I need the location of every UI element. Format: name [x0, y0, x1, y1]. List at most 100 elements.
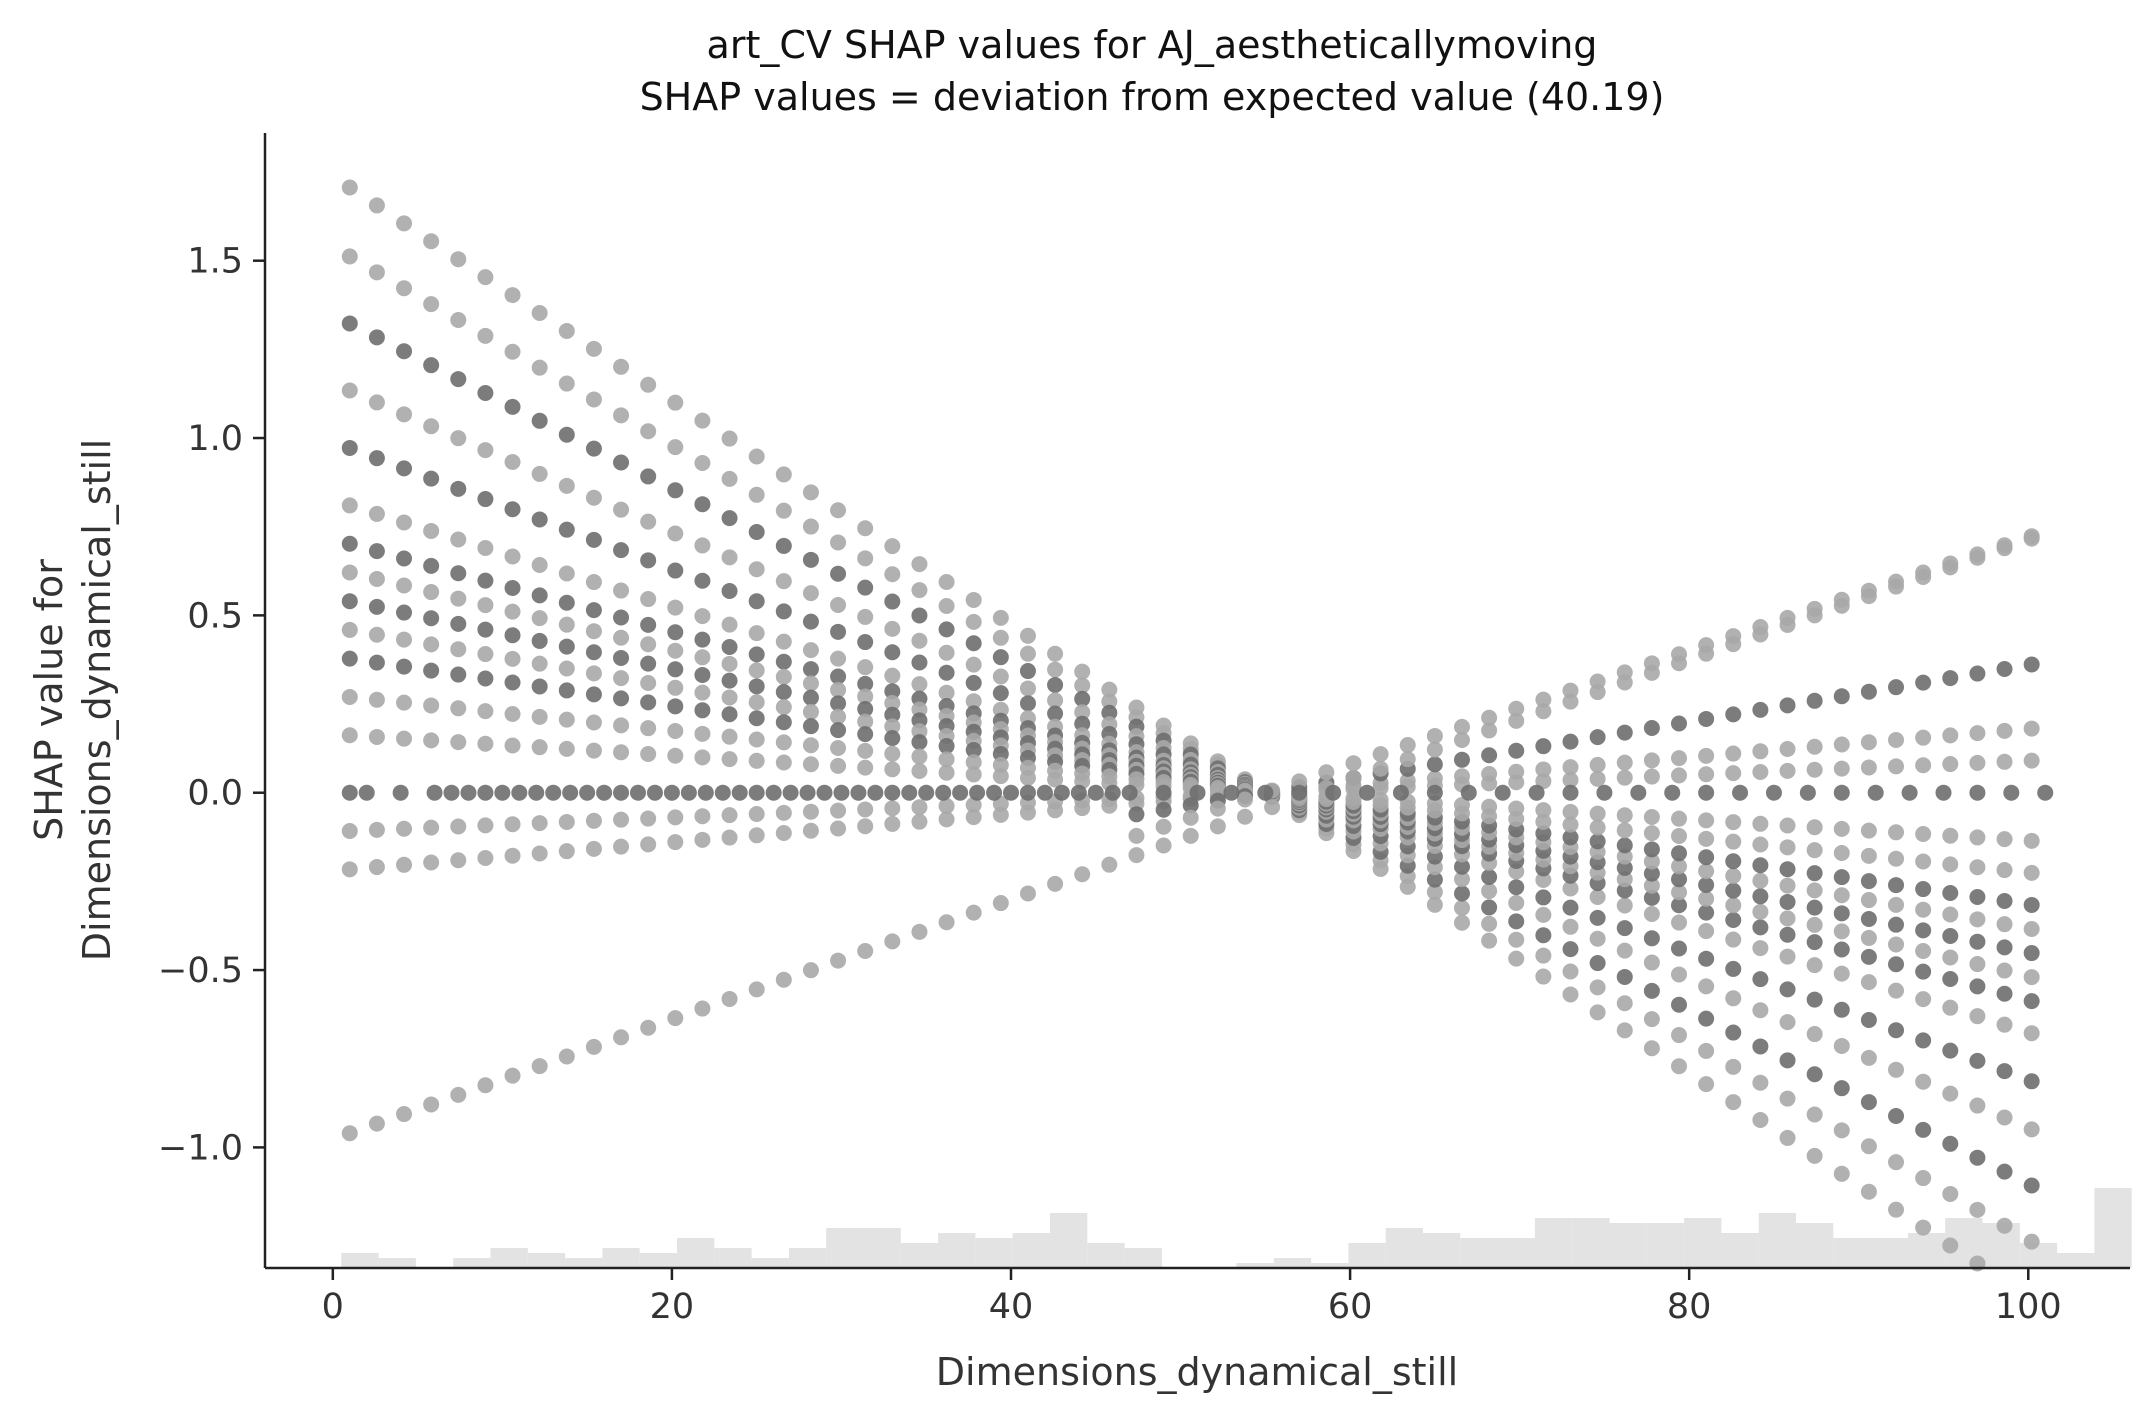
shap-point — [1860, 588, 1877, 605]
shap-point — [1833, 1080, 1850, 1097]
shap-point — [1481, 798, 1498, 815]
shap-point — [1101, 856, 1118, 873]
shap-point — [1833, 784, 1850, 801]
shap-point — [558, 813, 575, 830]
shap-point — [423, 296, 440, 313]
shap-point — [1535, 825, 1552, 842]
shap-point — [423, 418, 440, 435]
shap-point — [1698, 784, 1715, 801]
histogram-bar — [1273, 1258, 1312, 1268]
shap-point — [531, 1058, 548, 1075]
shap-point — [1616, 920, 1633, 937]
shap-point — [748, 524, 765, 541]
shap-point — [667, 394, 684, 411]
shap-point — [867, 784, 884, 801]
shap-point — [965, 674, 982, 691]
shap-point — [1562, 941, 1579, 958]
y-axis-ticks: −1.0 −0.5 0.0 0.5 1.0 1.5 — [158, 242, 265, 1168]
shap-point — [1725, 1094, 1742, 1111]
shap-point — [1915, 991, 1932, 1008]
shap-point — [857, 818, 874, 835]
shap-point — [830, 668, 847, 685]
shap-point — [694, 725, 711, 742]
shap-point — [1508, 931, 1525, 948]
shap-point — [423, 636, 440, 653]
shap-point — [938, 621, 955, 638]
shap-point — [1860, 948, 1877, 965]
shap-point — [477, 621, 494, 638]
shap-point — [1996, 985, 2013, 1002]
shap-point — [504, 454, 521, 471]
histogram-bar — [1087, 1243, 1125, 1268]
shap-point — [396, 514, 413, 531]
shap-point — [558, 616, 575, 633]
shap-point — [1996, 1063, 2013, 1080]
shap-point — [1915, 729, 1932, 746]
histogram-bar — [863, 1228, 901, 1268]
shap-point — [1752, 857, 1769, 874]
shap-point — [1155, 837, 1172, 854]
shap-point — [1806, 1147, 1823, 1164]
shap-point — [504, 705, 521, 722]
shap-point — [965, 742, 982, 759]
shap-point — [1725, 911, 1742, 928]
shap-point — [1264, 799, 1281, 816]
shap-point — [1752, 940, 1769, 957]
shap-point — [368, 821, 385, 838]
shap-point — [830, 708, 847, 725]
shap-point — [2023, 945, 2040, 962]
shap-point — [396, 694, 413, 711]
shap-point — [969, 784, 986, 801]
shap-point — [1155, 801, 1172, 818]
shap-point — [531, 655, 548, 672]
shap-point — [857, 942, 874, 959]
shap-point — [1359, 784, 1376, 801]
shap-point — [802, 642, 819, 659]
shap-point — [396, 820, 413, 837]
shap-point — [1942, 928, 1959, 945]
shap-point — [1562, 816, 1579, 833]
histogram-bar — [1833, 1238, 1871, 1268]
shap-point — [477, 597, 494, 614]
shap-point — [1155, 784, 1172, 801]
shap-point — [1453, 731, 1470, 748]
shap-point — [1671, 715, 1688, 732]
shap-point — [1969, 1097, 1986, 1114]
shap-point — [1996, 753, 2013, 770]
shap-point — [1752, 1111, 1769, 1128]
shap-point — [396, 215, 413, 232]
shap-point — [1888, 1154, 1905, 1171]
shap-point — [2023, 720, 2040, 737]
histogram-bar — [2057, 1253, 2095, 1268]
shap-point — [1996, 540, 2013, 557]
shap-point — [1942, 999, 1959, 1016]
shap-point — [2023, 920, 2040, 937]
shap-point — [368, 598, 385, 615]
shap-point — [830, 623, 847, 640]
shap-point — [965, 796, 982, 813]
shap-point — [1969, 665, 1986, 682]
shap-point — [830, 722, 847, 739]
shap-point — [450, 590, 467, 607]
shap-point — [1779, 697, 1796, 714]
shap-point — [341, 497, 358, 514]
shap-point — [802, 675, 819, 692]
shap-point — [2023, 1073, 2040, 1090]
histogram-bar — [1497, 1238, 1535, 1268]
shap-point — [1915, 568, 1932, 585]
shap-point — [1589, 819, 1606, 836]
shap-point — [1047, 661, 1064, 678]
shap-point — [1915, 942, 1932, 959]
shap-point — [1833, 736, 1850, 753]
shap-point — [1969, 754, 1986, 771]
shap-point — [1806, 882, 1823, 899]
shap-point — [396, 658, 413, 675]
shap-point — [1664, 784, 1681, 801]
shap-point — [694, 631, 711, 648]
shap-point — [1698, 812, 1715, 829]
shap-point — [613, 690, 630, 707]
shap-point — [775, 537, 792, 554]
shap-point — [585, 1038, 602, 1055]
x-axis-ticks: 0 20 40 60 80 100 — [322, 1268, 2062, 1327]
shap-point — [1779, 839, 1796, 856]
